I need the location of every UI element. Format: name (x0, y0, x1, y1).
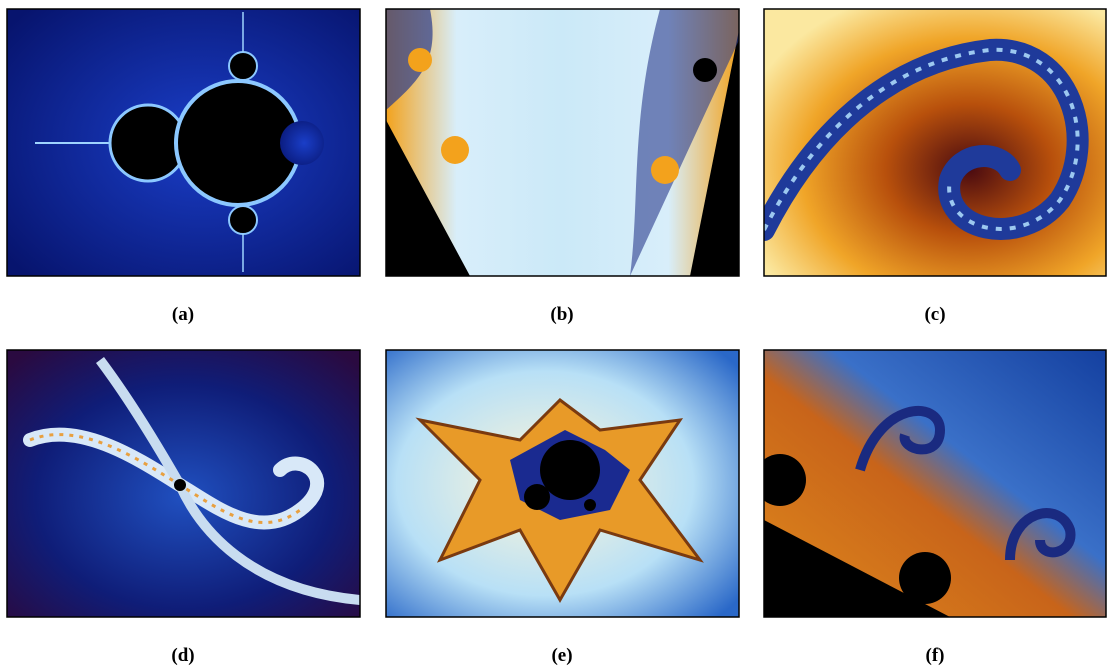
panel-image (7, 350, 360, 617)
panel-image (386, 9, 739, 276)
panel-image (764, 9, 1106, 276)
figure: (a) (b) (c) (d) (e) (f) (0, 0, 1112, 668)
panel-image (754, 350, 1106, 617)
caption: (f) (926, 645, 945, 666)
caption: (b) (550, 304, 573, 325)
caption: (a) (172, 304, 194, 325)
caption: (e) (551, 645, 572, 666)
panel-image (386, 350, 739, 617)
caption: (c) (924, 304, 945, 325)
panel-image (7, 9, 360, 276)
caption: (d) (171, 645, 194, 666)
page: (a) (b) (c) (d) (e) (f) (() => { const d… (0, 0, 1112, 668)
